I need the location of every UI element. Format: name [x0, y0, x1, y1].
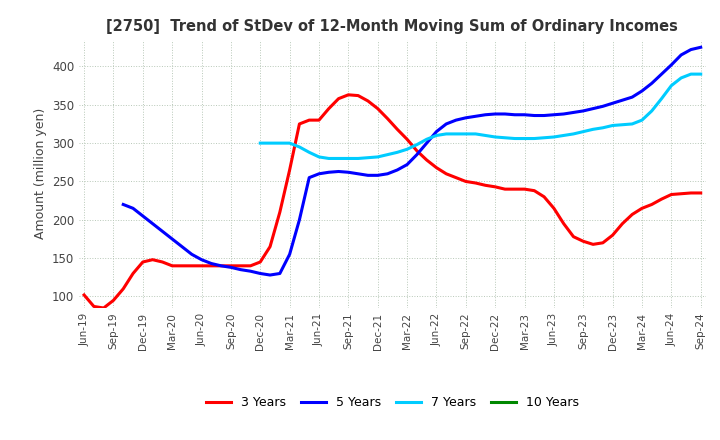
- 7 Years: [510, 136, 519, 141]
- 7 Years: [364, 155, 372, 160]
- 7 Years: [549, 134, 558, 139]
- 7 Years: [383, 152, 392, 157]
- 3 Years: [168, 263, 176, 268]
- 7 Years: [530, 136, 539, 141]
- 7 Years: [305, 150, 313, 155]
- 7 Years: [521, 136, 529, 141]
- 3 Years: [344, 92, 353, 97]
- 5 Years: [315, 171, 323, 176]
- 7 Years: [559, 133, 568, 138]
- 7 Years: [628, 121, 636, 127]
- 5 Years: [266, 272, 274, 278]
- 7 Years: [608, 123, 617, 128]
- 7 Years: [657, 96, 666, 101]
- 7 Years: [276, 140, 284, 146]
- 7 Years: [462, 131, 470, 136]
- 3 Years: [500, 187, 509, 192]
- 7 Years: [354, 156, 362, 161]
- 7 Years: [334, 156, 343, 161]
- 7 Years: [589, 127, 598, 132]
- 5 Years: [696, 44, 705, 50]
- 7 Years: [647, 108, 656, 114]
- 5 Years: [295, 217, 304, 223]
- 5 Years: [276, 271, 284, 276]
- 7 Years: [451, 131, 460, 136]
- 3 Years: [491, 184, 500, 190]
- 7 Years: [696, 71, 705, 77]
- 3 Years: [354, 93, 362, 98]
- 3 Years: [99, 305, 108, 311]
- 3 Years: [80, 292, 89, 297]
- 7 Years: [638, 117, 647, 123]
- Line: 3 Years: 3 Years: [84, 95, 701, 308]
- 7 Years: [285, 140, 294, 146]
- 7 Years: [472, 131, 480, 136]
- 7 Years: [432, 133, 441, 138]
- 7 Years: [687, 71, 696, 77]
- 7 Years: [344, 156, 353, 161]
- 7 Years: [256, 140, 264, 146]
- 7 Years: [618, 122, 626, 127]
- 7 Years: [393, 150, 402, 155]
- 3 Years: [442, 171, 451, 176]
- Title: [2750]  Trend of StDev of 12-Month Moving Sum of Ordinary Incomes: [2750] Trend of StDev of 12-Month Moving…: [107, 19, 678, 34]
- 7 Years: [500, 135, 509, 140]
- 7 Years: [442, 131, 451, 136]
- 7 Years: [579, 129, 588, 134]
- Legend: 3 Years, 5 Years, 7 Years, 10 Years: 3 Years, 5 Years, 7 Years, 10 Years: [201, 392, 584, 414]
- 5 Years: [491, 111, 500, 117]
- 7 Years: [481, 133, 490, 138]
- Line: 7 Years: 7 Years: [260, 74, 701, 158]
- 7 Years: [266, 140, 274, 146]
- 3 Years: [402, 137, 411, 142]
- Line: 5 Years: 5 Years: [123, 47, 701, 275]
- 7 Years: [598, 125, 607, 130]
- 7 Years: [569, 131, 577, 136]
- 7 Years: [295, 144, 304, 150]
- 5 Years: [119, 202, 127, 207]
- 7 Years: [325, 156, 333, 161]
- 7 Years: [677, 75, 685, 81]
- 7 Years: [540, 135, 549, 140]
- 3 Years: [696, 191, 705, 196]
- 7 Years: [374, 154, 382, 160]
- 7 Years: [413, 142, 421, 147]
- 5 Years: [325, 170, 333, 175]
- Y-axis label: Amount (million yen): Amount (million yen): [34, 108, 47, 239]
- 7 Years: [423, 137, 431, 142]
- 7 Years: [667, 83, 675, 88]
- 7 Years: [491, 134, 500, 139]
- 5 Years: [217, 263, 225, 268]
- 7 Years: [402, 147, 411, 152]
- 7 Years: [315, 154, 323, 160]
